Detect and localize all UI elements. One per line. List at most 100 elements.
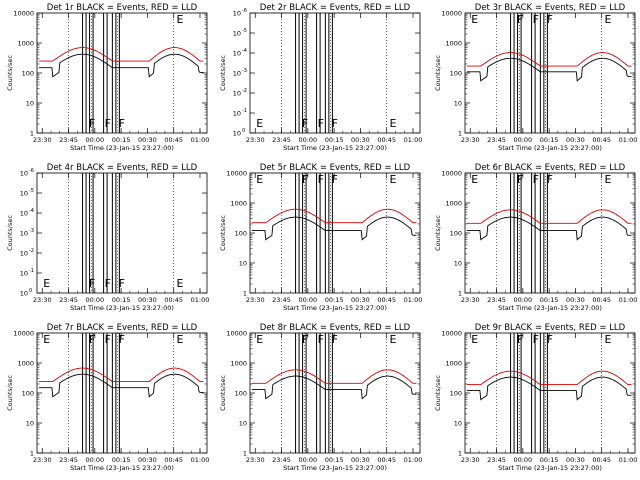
y-tick-label: 100 xyxy=(235,230,247,238)
flag-label: E xyxy=(43,277,50,290)
x-tick-label: 23:45 xyxy=(487,296,506,304)
y-tick-label: 1 xyxy=(458,450,462,458)
y-tick-exponent: -6 xyxy=(29,168,34,174)
x-tick-label: 23:45 xyxy=(272,136,291,144)
plot-frame xyxy=(36,12,208,134)
x-tick-label: 00:00 xyxy=(513,456,532,464)
x-tick-label: 00:45 xyxy=(592,296,611,304)
y-tick-exponent: 0 xyxy=(242,128,245,134)
y-tick-label: 1 xyxy=(458,130,462,138)
x-tick-label: 23:30 xyxy=(461,456,480,464)
x-axis-label: Start Time (23-Jan-15 23:27:00) xyxy=(498,464,602,472)
x-tick-label: 00:00 xyxy=(85,456,104,464)
x-tick-label: 23:30 xyxy=(246,136,265,144)
y-tick-exponent: -5 xyxy=(29,188,34,194)
lld-series-line xyxy=(251,208,417,224)
y-tick-label: 1 xyxy=(30,130,34,138)
flag-label: E xyxy=(604,13,611,26)
events-series-line xyxy=(251,216,417,241)
x-tick-label: 00:00 xyxy=(513,136,532,144)
flag-label: F xyxy=(517,13,523,26)
x-tick-label: 23:45 xyxy=(272,296,291,304)
y-axis-label: Counts/sec xyxy=(219,375,227,411)
x-tick-label: 00:15 xyxy=(325,136,344,144)
lld-series-line xyxy=(466,209,632,224)
y-tick-label: 1 xyxy=(30,450,34,458)
x-tick-label: 23:30 xyxy=(246,456,265,464)
x-tick-label: 00:15 xyxy=(325,296,344,304)
x-tick-label: 23:30 xyxy=(246,296,265,304)
x-tick-label: 01:00 xyxy=(619,296,638,304)
flag-label: F xyxy=(302,173,308,186)
x-tick-label: 23:30 xyxy=(461,136,480,144)
flag-label: F xyxy=(318,173,324,186)
y-tick-label: 10 xyxy=(233,50,241,58)
panel-title: Det 4r BLACK = Events, RED = LLD xyxy=(47,163,198,173)
plot-frame xyxy=(464,172,636,294)
panel-title: Det 3r BLACK = Events, RED = LLD xyxy=(475,3,626,13)
x-tick-label: 00:45 xyxy=(164,136,183,144)
y-tick-label: 10000 xyxy=(226,170,247,178)
x-tick-label: 01:00 xyxy=(404,136,423,144)
plot-frame xyxy=(464,332,636,454)
flag-label: F xyxy=(318,333,324,346)
flag-label: F xyxy=(533,173,539,186)
y-tick-exponent: -5 xyxy=(242,28,247,34)
x-tick-label: 23:45 xyxy=(487,456,506,464)
flag-label: E xyxy=(471,173,478,186)
panel-title: Det 1r BLACK = Events, RED = LLD xyxy=(47,3,198,13)
flag-label: F xyxy=(517,173,523,186)
y-tick-label: 100 xyxy=(22,390,34,398)
flag-label: F xyxy=(105,333,111,346)
x-tick-label: 23:45 xyxy=(59,456,78,464)
y-tick-exponent: -1 xyxy=(29,268,34,274)
flag-label: F xyxy=(119,117,125,130)
x-axis-label: Start Time (23-Jan-15 23:27:00) xyxy=(70,464,174,472)
y-tick-label: 100 xyxy=(450,230,462,238)
y-tick-label: 10 xyxy=(233,70,241,78)
plot-frame xyxy=(36,172,208,294)
y-tick-label: 10 xyxy=(233,90,241,98)
x-tick-label: 00:30 xyxy=(566,456,585,464)
panel-title: Det 5r BLACK = Events, RED = LLD xyxy=(260,163,411,173)
y-tick-exponent: -3 xyxy=(29,228,34,234)
flag-label: F xyxy=(105,117,111,130)
y-tick-exponent: -2 xyxy=(29,248,34,254)
flag-label: F xyxy=(517,333,523,346)
y-tick-label: 1 xyxy=(458,290,462,298)
y-tick-label: 1000 xyxy=(230,200,247,208)
x-tick-label: 00:30 xyxy=(138,136,157,144)
x-axis-label: Start Time (23-Jan-15 23:27:00) xyxy=(283,304,387,312)
y-tick-label: 10 xyxy=(20,290,28,298)
y-tick-label: 10 xyxy=(454,260,462,268)
events-series-line xyxy=(466,376,632,401)
flag-label: F xyxy=(533,13,539,26)
x-tick-label: 00:00 xyxy=(85,296,104,304)
x-tick-label: 00:30 xyxy=(138,296,157,304)
flag-label: F xyxy=(318,117,324,130)
plot-frame xyxy=(249,12,421,134)
x-tick-label: 00:15 xyxy=(325,456,344,464)
x-tick-label: 00:45 xyxy=(164,296,183,304)
y-tick-label: 10 xyxy=(20,230,28,238)
x-tick-label: 00:45 xyxy=(592,456,611,464)
x-tick-label: 01:00 xyxy=(619,456,638,464)
flag-label: F xyxy=(89,117,95,130)
y-tick-label: 10000 xyxy=(441,170,462,178)
y-tick-label: 10 xyxy=(233,10,241,18)
y-tick-label: 1000 xyxy=(230,360,247,368)
x-tick-label: 00:45 xyxy=(377,456,396,464)
x-tick-label: 00:30 xyxy=(351,136,370,144)
y-tick-label: 10000 xyxy=(13,10,34,18)
x-tick-label: 00:30 xyxy=(351,296,370,304)
flag-label: E xyxy=(604,333,611,346)
plot-frame xyxy=(249,172,421,294)
flag-label: E xyxy=(256,173,263,186)
x-axis-label: Start Time (23-Jan-15 23:27:00) xyxy=(70,304,174,312)
flag-label: F xyxy=(105,277,111,290)
y-tick-label: 100 xyxy=(450,390,462,398)
y-tick-label: 10000 xyxy=(441,330,462,338)
x-axis-label: Start Time (23-Jan-15 23:27:00) xyxy=(498,144,602,152)
y-tick-exponent: 0 xyxy=(29,288,32,294)
lld-series-line xyxy=(466,370,632,386)
